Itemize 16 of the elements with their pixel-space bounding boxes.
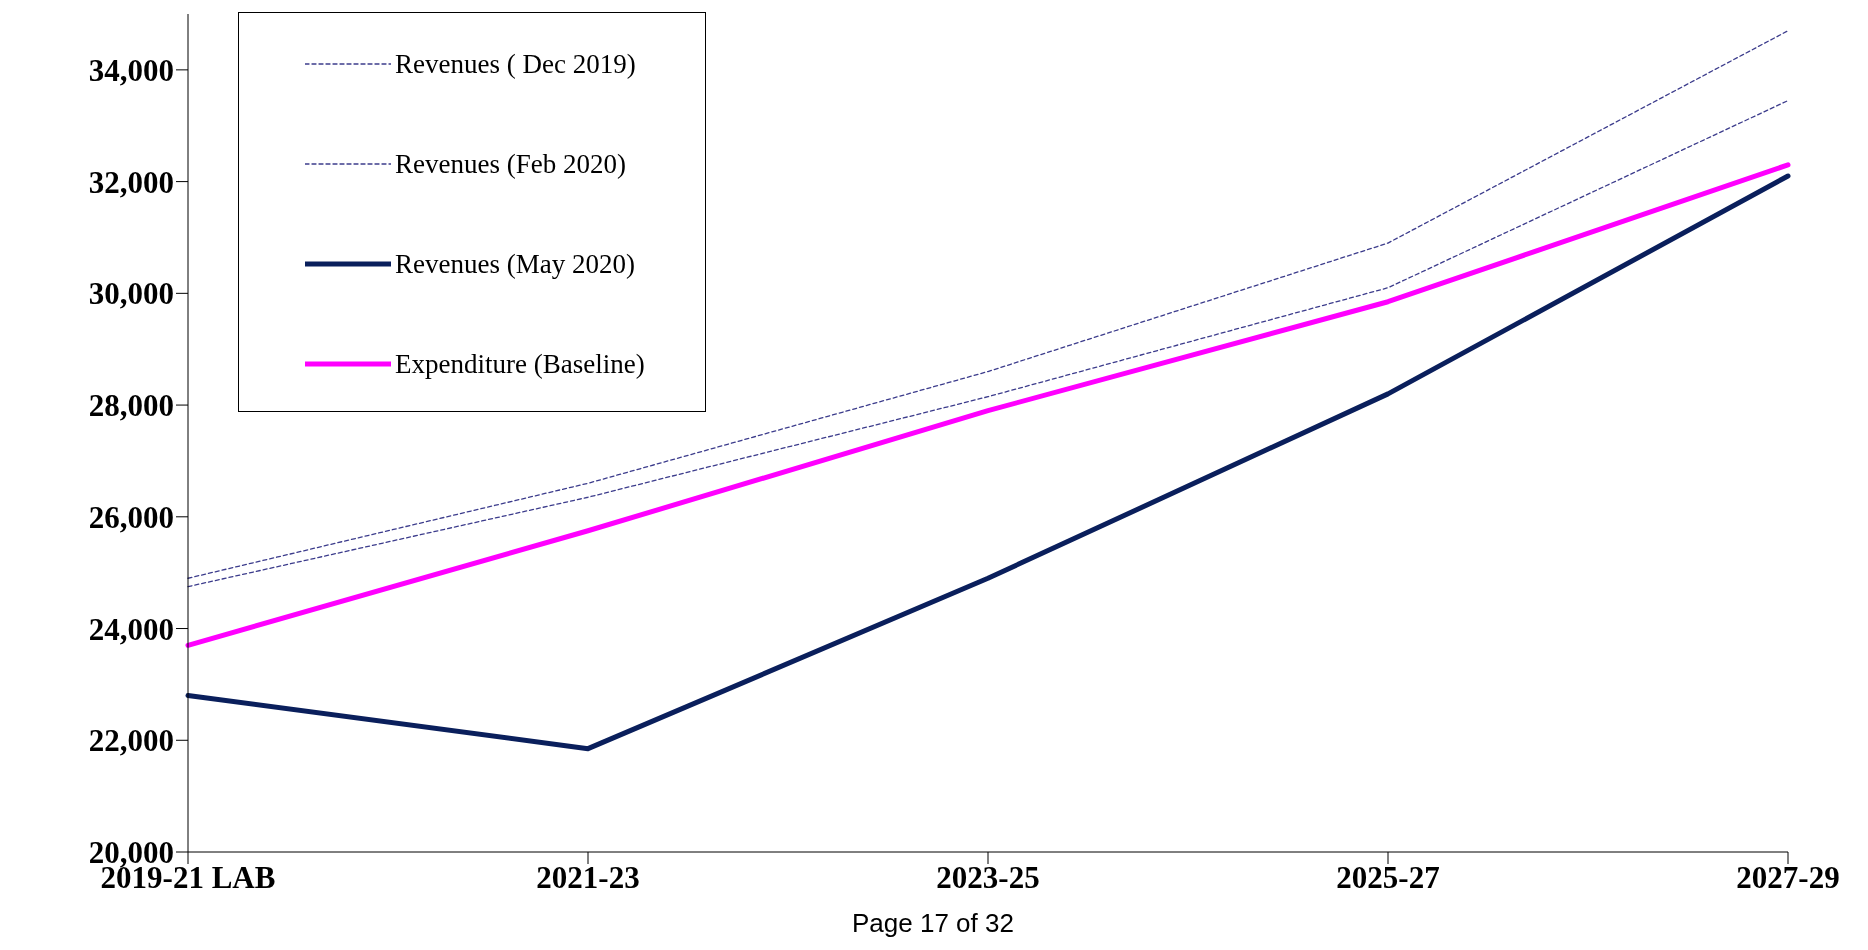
legend-label: Expenditure (Baseline) — [395, 348, 645, 380]
legend-label: Revenues ( Dec 2019) — [395, 48, 636, 80]
x-tick-label: 2021-23 — [536, 860, 640, 896]
text: Page 17 of 32 — [851, 908, 1015, 939]
y-tick-label: 22,000 — [88, 723, 174, 759]
x-tick-label: 2025-27 — [1336, 860, 1440, 896]
legend-label: Revenues (May 2020) — [395, 248, 635, 280]
y-tick-label: 30,000 — [88, 276, 174, 312]
y-tick-label: 24,000 — [88, 611, 174, 647]
y-tick-label: 28,000 — [88, 388, 174, 424]
y-tick-label: 34,000 — [88, 52, 174, 88]
y-tick-label: 32,000 — [88, 164, 174, 200]
x-tick-label: 2023-25 — [936, 860, 1040, 896]
x-tick-label: 2027-29 — [1736, 860, 1840, 896]
legend-label: Revenues (Feb 2020) — [395, 148, 626, 180]
y-tick-label: 26,000 — [88, 499, 174, 535]
